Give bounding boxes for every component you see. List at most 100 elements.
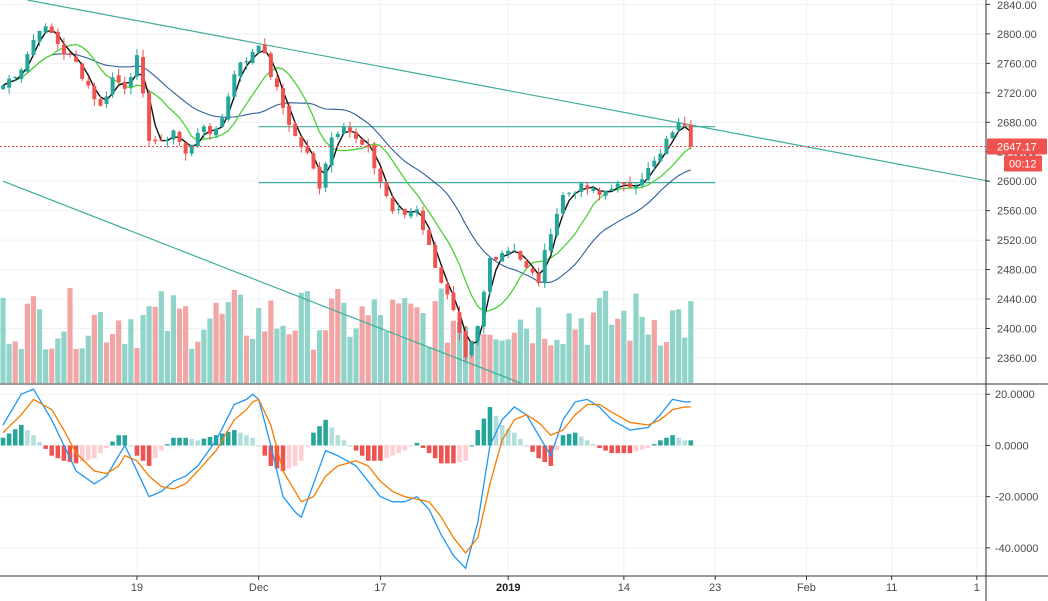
candle[interactable]: [494, 256, 499, 262]
candle[interactable]: [579, 182, 584, 198]
candle[interactable]: [226, 92, 231, 122]
candle[interactable]: [530, 267, 535, 276]
candle[interactable]: [281, 83, 285, 115]
candle[interactable]: [664, 135, 669, 155]
candle[interactable]: [171, 129, 176, 145]
candle[interactable]: [195, 128, 200, 148]
candle[interactable]: [183, 142, 188, 161]
candle[interactable]: [262, 38, 267, 54]
candle[interactable]: [244, 57, 249, 70]
candle[interactable]: [463, 325, 468, 362]
candle[interactable]: [360, 138, 365, 146]
candlesticks[interactable]: [1, 23, 693, 362]
candle[interactable]: [634, 183, 639, 195]
candle[interactable]: [427, 229, 432, 245]
candle[interactable]: [347, 121, 352, 138]
candle[interactable]: [585, 181, 590, 195]
candle[interactable]: [433, 241, 438, 268]
candle[interactable]: [341, 122, 346, 135]
candle[interactable]: [500, 250, 505, 262]
candle[interactable]: [421, 206, 425, 235]
candle[interactable]: [19, 67, 24, 83]
candle[interactable]: [232, 70, 237, 100]
candle[interactable]: [134, 49, 139, 80]
candle[interactable]: [506, 247, 511, 258]
candle[interactable]: [220, 113, 225, 128]
candle[interactable]: [13, 76, 18, 81]
candle[interactable]: [573, 191, 578, 199]
candle[interactable]: [104, 91, 109, 108]
candle[interactable]: [640, 172, 645, 189]
candle[interactable]: [37, 30, 42, 47]
candle[interactable]: [670, 130, 675, 139]
candle[interactable]: [603, 190, 608, 200]
candle[interactable]: [153, 135, 158, 145]
candle[interactable]: [116, 68, 121, 85]
candle[interactable]: [536, 267, 541, 287]
candle[interactable]: [141, 49, 146, 98]
candle[interactable]: [256, 45, 261, 54]
candle[interactable]: [372, 141, 377, 175]
candle[interactable]: [25, 51, 30, 74]
candle[interactable]: [274, 72, 279, 91]
candle[interactable]: [177, 130, 182, 146]
lower-trendline[interactable]: [2, 180, 521, 384]
candle[interactable]: [402, 208, 407, 219]
candle[interactable]: [68, 51, 72, 58]
candle[interactable]: [49, 23, 54, 34]
candle[interactable]: [475, 325, 480, 346]
candle[interactable]: [74, 50, 79, 63]
candle[interactable]: [414, 205, 419, 217]
candle[interactable]: [323, 161, 328, 193]
candle[interactable]: [366, 138, 371, 153]
candle[interactable]: [238, 61, 243, 82]
candle[interactable]: [567, 192, 572, 198]
candle[interactable]: [627, 176, 632, 189]
candle[interactable]: [31, 34, 36, 57]
upper-trendline[interactable]: [27, 0, 990, 182]
candle[interactable]: [561, 191, 565, 217]
candle[interactable]: [390, 195, 395, 214]
candle[interactable]: [317, 162, 322, 195]
candle[interactable]: [481, 289, 486, 334]
candle[interactable]: [524, 258, 529, 269]
candle[interactable]: [165, 136, 170, 148]
candle[interactable]: [55, 28, 60, 50]
candle[interactable]: [487, 256, 492, 297]
candle[interactable]: [110, 72, 115, 98]
candle[interactable]: [396, 203, 401, 214]
candle[interactable]: [646, 162, 651, 181]
candle[interactable]: [1, 85, 6, 90]
candle[interactable]: [658, 149, 663, 163]
candle[interactable]: [445, 280, 450, 300]
candle[interactable]: [189, 144, 194, 157]
candle[interactable]: [311, 151, 316, 170]
candle[interactable]: [250, 49, 255, 65]
candle[interactable]: [268, 51, 273, 80]
candle[interactable]: [457, 306, 462, 341]
candle[interactable]: [128, 73, 133, 95]
candle[interactable]: [43, 23, 48, 34]
candle[interactable]: [329, 132, 334, 173]
candle[interactable]: [147, 89, 152, 147]
candle[interactable]: [335, 131, 340, 140]
candle[interactable]: [676, 117, 681, 133]
candle[interactable]: [652, 156, 657, 172]
candle[interactable]: [354, 128, 359, 144]
candle[interactable]: [682, 116, 687, 128]
candle[interactable]: [287, 103, 292, 132]
candle[interactable]: [591, 185, 596, 194]
candle[interactable]: [597, 187, 602, 201]
candle[interactable]: [542, 243, 547, 288]
candle[interactable]: [548, 228, 553, 255]
candle[interactable]: [439, 266, 444, 284]
candle[interactable]: [512, 243, 517, 252]
candle[interactable]: [86, 76, 91, 89]
candle[interactable]: [518, 250, 523, 261]
candle[interactable]: [92, 82, 97, 106]
candle[interactable]: [7, 74, 12, 94]
candle[interactable]: [384, 180, 389, 198]
candle[interactable]: [299, 136, 304, 153]
candle[interactable]: [451, 285, 456, 312]
